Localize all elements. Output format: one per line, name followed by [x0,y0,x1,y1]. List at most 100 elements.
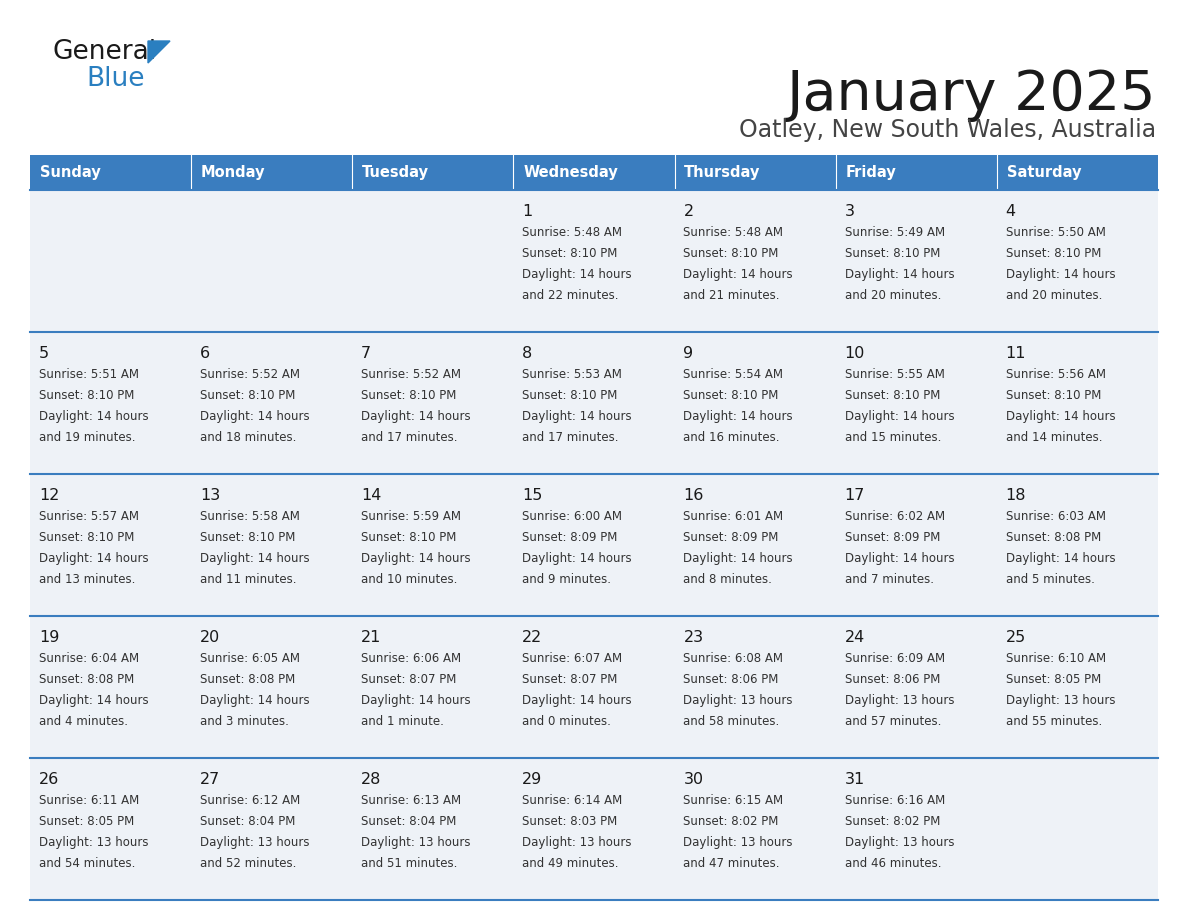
Text: Daylight: 14 hours: Daylight: 14 hours [845,552,954,565]
Bar [675,474,835,616]
Text: Sunrise: 5:50 AM: Sunrise: 5:50 AM [1006,226,1106,239]
Text: 10: 10 [845,346,865,361]
Text: Sunset: 8:10 PM: Sunset: 8:10 PM [1006,247,1101,260]
Text: Sunset: 8:08 PM: Sunset: 8:08 PM [1006,531,1101,543]
Text: and 54 minutes.: and 54 minutes. [39,857,135,870]
Text: 28: 28 [361,772,381,788]
Text: 31: 31 [845,772,865,788]
Bar [353,190,513,332]
Text: and 14 minutes.: and 14 minutes. [1006,431,1102,444]
Text: Sunrise: 6:14 AM: Sunrise: 6:14 AM [523,793,623,807]
Text: and 0 minutes.: and 0 minutes. [523,715,611,728]
Text: Sunset: 8:10 PM: Sunset: 8:10 PM [200,389,296,402]
Bar [191,190,353,332]
Text: Daylight: 14 hours: Daylight: 14 hours [361,694,470,707]
Text: Sunset: 8:08 PM: Sunset: 8:08 PM [200,673,296,686]
Text: Sunset: 8:04 PM: Sunset: 8:04 PM [361,815,456,828]
Bar [513,332,675,474]
Text: Daylight: 13 hours: Daylight: 13 hours [39,836,148,849]
Text: Daylight: 14 hours: Daylight: 14 hours [845,410,954,423]
Text: Sunset: 8:03 PM: Sunset: 8:03 PM [523,815,618,828]
Text: Sunset: 8:10 PM: Sunset: 8:10 PM [361,531,456,543]
Text: and 8 minutes.: and 8 minutes. [683,574,772,587]
Text: Sunrise: 6:15 AM: Sunrise: 6:15 AM [683,793,784,807]
Bar [675,616,835,758]
Text: Sunrise: 6:10 AM: Sunrise: 6:10 AM [1006,652,1106,665]
Bar [353,616,513,758]
Text: Sunset: 8:06 PM: Sunset: 8:06 PM [683,673,779,686]
Bar [30,616,191,758]
Text: 3: 3 [845,204,854,219]
Text: Daylight: 14 hours: Daylight: 14 hours [523,552,632,565]
Text: Sunday: Sunday [39,165,101,180]
Text: Sunset: 8:07 PM: Sunset: 8:07 PM [523,673,618,686]
Text: and 58 minutes.: and 58 minutes. [683,715,779,728]
Text: Sunrise: 6:02 AM: Sunrise: 6:02 AM [845,509,944,522]
Text: Sunrise: 5:57 AM: Sunrise: 5:57 AM [39,509,139,522]
Text: Daylight: 13 hours: Daylight: 13 hours [683,836,792,849]
Text: Sunrise: 6:13 AM: Sunrise: 6:13 AM [361,793,461,807]
Text: 7: 7 [361,346,372,361]
Bar [353,155,513,190]
Text: Sunrise: 6:00 AM: Sunrise: 6:00 AM [523,509,623,522]
Text: Daylight: 14 hours: Daylight: 14 hours [361,552,470,565]
Text: Sunrise: 6:05 AM: Sunrise: 6:05 AM [200,652,301,665]
Text: Daylight: 14 hours: Daylight: 14 hours [683,552,794,565]
Text: Daylight: 14 hours: Daylight: 14 hours [1006,410,1116,423]
Text: 24: 24 [845,630,865,645]
Text: and 49 minutes.: and 49 minutes. [523,857,619,870]
Text: 27: 27 [200,772,220,788]
Bar [191,155,353,190]
Text: 26: 26 [39,772,59,788]
Text: Oatley, New South Wales, Australia: Oatley, New South Wales, Australia [739,118,1156,142]
Text: and 4 minutes.: and 4 minutes. [39,715,128,728]
Bar [191,758,353,900]
Text: Wednesday: Wednesday [523,165,618,180]
Text: and 11 minutes.: and 11 minutes. [200,574,297,587]
Text: Daylight: 14 hours: Daylight: 14 hours [200,410,310,423]
Text: Sunrise: 6:06 AM: Sunrise: 6:06 AM [361,652,461,665]
Text: Sunset: 8:10 PM: Sunset: 8:10 PM [523,389,618,402]
Text: Daylight: 14 hours: Daylight: 14 hours [39,552,148,565]
Text: Sunrise: 5:49 AM: Sunrise: 5:49 AM [845,226,944,239]
Bar [675,190,835,332]
Text: and 51 minutes.: and 51 minutes. [361,857,457,870]
Bar [835,332,997,474]
Text: 11: 11 [1006,346,1026,361]
Text: 12: 12 [39,488,59,503]
Text: Daylight: 13 hours: Daylight: 13 hours [523,836,632,849]
Text: Sunset: 8:10 PM: Sunset: 8:10 PM [845,389,940,402]
Text: Sunrise: 5:54 AM: Sunrise: 5:54 AM [683,367,783,380]
Text: 6: 6 [200,346,210,361]
Text: Sunrise: 5:58 AM: Sunrise: 5:58 AM [200,509,299,522]
Text: and 16 minutes.: and 16 minutes. [683,431,781,444]
Text: 29: 29 [523,772,543,788]
Text: Saturday: Saturday [1006,165,1081,180]
Text: Thursday: Thursday [684,165,760,180]
Text: Sunset: 8:10 PM: Sunset: 8:10 PM [683,247,779,260]
Text: and 21 minutes.: and 21 minutes. [683,289,781,302]
Text: 18: 18 [1006,488,1026,503]
Text: and 17 minutes.: and 17 minutes. [361,431,457,444]
Text: Sunset: 8:10 PM: Sunset: 8:10 PM [1006,389,1101,402]
Bar [835,758,997,900]
Text: Daylight: 13 hours: Daylight: 13 hours [200,836,310,849]
Text: 8: 8 [523,346,532,361]
Text: 4: 4 [1006,204,1016,219]
Bar [513,616,675,758]
Bar [675,155,835,190]
Text: Daylight: 13 hours: Daylight: 13 hours [683,694,792,707]
Bar [353,758,513,900]
Text: 19: 19 [39,630,59,645]
Text: and 22 minutes.: and 22 minutes. [523,289,619,302]
Text: Sunset: 8:10 PM: Sunset: 8:10 PM [361,389,456,402]
Text: Sunrise: 6:07 AM: Sunrise: 6:07 AM [523,652,623,665]
Text: and 20 minutes.: and 20 minutes. [845,289,941,302]
Text: Daylight: 14 hours: Daylight: 14 hours [683,268,794,281]
Text: Daylight: 13 hours: Daylight: 13 hours [845,694,954,707]
Text: and 19 minutes.: and 19 minutes. [39,431,135,444]
Text: Sunset: 8:09 PM: Sunset: 8:09 PM [845,531,940,543]
Text: and 47 minutes.: and 47 minutes. [683,857,781,870]
Text: 17: 17 [845,488,865,503]
Text: 22: 22 [523,630,543,645]
